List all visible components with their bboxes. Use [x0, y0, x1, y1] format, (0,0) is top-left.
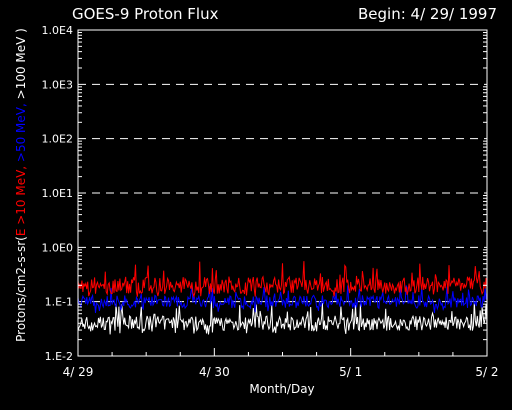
y-axis-label-part: >50 MeV, — [14, 99, 28, 162]
chart-title: GOES-9 Proton Flux — [72, 5, 219, 23]
y-tick-label: 1.E-1 — [45, 296, 73, 309]
data-series — [77, 261, 488, 335]
y-axis-label-part: E >10 MeV, — [14, 162, 28, 236]
y-axis: 1.0E4 1.0E3 1.0E2 1.0E1 1.0E0 1.E-1 1.E-2 — [42, 24, 487, 363]
begin-date-label: Begin: 4/ 29/ 1997 — [358, 5, 497, 23]
series-line — [77, 261, 488, 299]
series-line — [77, 301, 488, 335]
y-axis-label-part: >100 MeV ) — [14, 28, 28, 99]
x-tick-label: 4/ 30 — [199, 365, 230, 379]
y-tick-label: 1.E-2 — [45, 350, 73, 363]
y-tick-label: 1.0E0 — [42, 241, 73, 254]
x-axis-label: Month/Day — [249, 382, 314, 396]
x-tick-label: 5/ 2 — [475, 365, 498, 379]
x-tick-label: 5/ 1 — [339, 365, 362, 379]
y-axis-label: Protons/cm2-s-sr(E >10 MeV, >50 MeV, >10… — [14, 28, 28, 342]
y-tick-label: 1.0E3 — [42, 78, 73, 91]
y-axis-label-part: Protons/cm2-s-sr( — [14, 236, 28, 342]
y-tick-label: 1.0E1 — [42, 187, 73, 200]
gridlines — [78, 83, 487, 303]
series-line — [77, 285, 488, 314]
y-tick-label: 1.0E4 — [42, 24, 73, 37]
y-tick-label: 1.0E2 — [42, 133, 73, 146]
x-tick-label: 4/ 29 — [63, 365, 94, 379]
x-axis: 4/ 29 4/ 30 5/ 1 5/ 2 — [63, 348, 499, 379]
